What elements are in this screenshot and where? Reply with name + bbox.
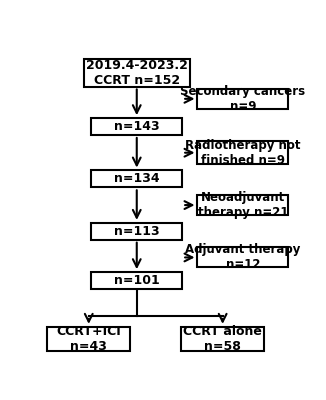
Text: n=113: n=113 — [114, 225, 159, 238]
FancyBboxPatch shape — [91, 170, 182, 187]
FancyBboxPatch shape — [91, 272, 182, 289]
FancyBboxPatch shape — [198, 248, 289, 268]
FancyBboxPatch shape — [84, 59, 190, 86]
Text: n=143: n=143 — [114, 120, 159, 133]
FancyBboxPatch shape — [198, 141, 289, 164]
FancyBboxPatch shape — [91, 223, 182, 240]
Text: 2019.4-2023.2
CCRT n=152: 2019.4-2023.2 CCRT n=152 — [86, 59, 188, 87]
Text: Secondary cancers
n=9: Secondary cancers n=9 — [180, 85, 305, 113]
FancyBboxPatch shape — [198, 195, 289, 215]
Text: n=134: n=134 — [114, 172, 159, 186]
FancyBboxPatch shape — [181, 327, 264, 351]
Text: Radiotherapy not
finished n=9: Radiotherapy not finished n=9 — [185, 139, 301, 167]
Text: Neoadjuvant
therapy n=21: Neoadjuvant therapy n=21 — [198, 191, 288, 219]
Text: n=101: n=101 — [114, 274, 160, 287]
Text: CCRT alone
n=58: CCRT alone n=58 — [183, 325, 262, 353]
Text: CCRT+ICI
n=43: CCRT+ICI n=43 — [56, 325, 121, 353]
FancyBboxPatch shape — [91, 118, 182, 135]
Text: Adjuvant therapy
n=12: Adjuvant therapy n=12 — [185, 244, 301, 272]
FancyBboxPatch shape — [198, 89, 289, 109]
FancyBboxPatch shape — [47, 327, 130, 351]
